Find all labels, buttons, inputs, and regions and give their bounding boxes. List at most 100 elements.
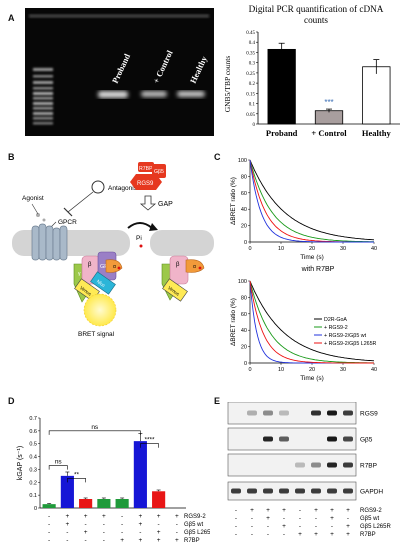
condition-sign: + [266, 515, 270, 522]
condition-sign: + [175, 537, 179, 544]
y-tick-label: 0.3 [29, 467, 37, 473]
x-tick-label: 10 [278, 246, 284, 252]
venus-label: Venus [167, 285, 181, 297]
blot-band [295, 488, 305, 494]
condition-sign: - [331, 523, 333, 530]
condition-sign: - [267, 523, 269, 530]
blot-strip [227, 453, 357, 477]
y-tick-label: 0 [253, 123, 256, 128]
condition-sign: - [235, 531, 237, 538]
significance-bracket [48, 465, 68, 470]
condition-sign: + [157, 513, 161, 520]
series-line [249, 280, 374, 364]
gap-label: GAP [158, 201, 173, 208]
blot-band [343, 436, 353, 442]
condition-sign: - [139, 529, 141, 536]
condition-label: Gβ5 wt [184, 522, 203, 528]
gpcr-receptor [31, 223, 68, 261]
kgap-bar-chart: 0 0.1 0.2 0.3 0.4 0.5 0.6 0.7 kGAP (s⁻¹) ns ** ns *… [17, 416, 210, 544]
y-tick-label: 0 [244, 240, 247, 246]
blot-band [295, 462, 305, 468]
bars-group [267, 42, 391, 125]
y-tick-label: 40 [241, 207, 247, 213]
condition-sign: + [84, 513, 88, 520]
condition-sign: + [175, 513, 179, 520]
gel-band-control [141, 91, 167, 97]
condition-label: Gβ5 wt [360, 516, 379, 522]
x-tick-label: 30 [340, 367, 346, 373]
condition-sign: + [266, 507, 270, 514]
y-tick-label: 100 [238, 279, 247, 285]
y-tick-label: 0.2 [29, 480, 37, 486]
series-line [249, 280, 374, 364]
condition-sign: + [282, 523, 286, 530]
y-tick-label: 100 [238, 158, 247, 164]
condition-sign: + [250, 507, 254, 514]
significance-bracket [67, 478, 86, 483]
bar [133, 441, 147, 508]
condition-label: RGS9-2 [184, 514, 206, 520]
condition-sign: - [235, 523, 237, 530]
chart-title: with R7BP [301, 266, 335, 273]
panel-label-b: B [8, 152, 15, 162]
condition-sign: - [85, 521, 87, 528]
condition-sign: - [315, 523, 317, 530]
y-tick-label: 0.45 [246, 31, 255, 36]
blot-band [247, 410, 257, 416]
agonist-label: Agonist [22, 195, 44, 202]
condition-sign: + [157, 529, 161, 536]
y-axis-label: ΔBRET ratio (%) [230, 177, 237, 225]
significance-label: ns [55, 459, 63, 466]
y-tick-label: 60 [241, 191, 247, 197]
condition-sign: - [176, 529, 178, 536]
condition-sign: - [267, 531, 269, 538]
significance-bracket [140, 443, 159, 448]
condition-sign: - [48, 521, 50, 528]
beta-label: β [88, 262, 92, 268]
significance-bracket [48, 430, 141, 435]
y-tick-label: 80 [241, 174, 247, 180]
blot-band [343, 410, 353, 416]
y-tick-label: 0.5 [29, 442, 37, 448]
blot-band [263, 488, 273, 494]
gel-image: Proband + Control Healthy [25, 8, 214, 136]
gel-band-healthy [177, 91, 205, 97]
condition-sign: - [299, 515, 301, 522]
condition-sign: + [65, 521, 69, 528]
condition-sign: - [299, 507, 301, 514]
x-tick-label: 0 [248, 367, 251, 373]
condition-sign: - [103, 521, 105, 528]
y-tick-label: 0.7 [29, 416, 37, 422]
blot-band [327, 436, 337, 442]
blot-band [279, 436, 289, 442]
x-tick-label: 30 [340, 246, 346, 252]
panel-label-e: E [214, 396, 221, 406]
bars-group [42, 433, 166, 508]
beta-label: β [176, 262, 180, 268]
bar [152, 491, 166, 508]
alpha-label: α [193, 264, 196, 270]
alpha-label: α [113, 264, 116, 270]
y-tick-label: 0.6 [29, 429, 37, 435]
significance-label: ** [74, 471, 80, 478]
r7bp-label: R7BP [139, 166, 153, 172]
series-line [249, 280, 375, 362]
y-tick-label: 0.1 [29, 493, 37, 499]
bar [97, 499, 111, 508]
y-tick-label: 20 [241, 345, 247, 351]
blot-band-label: RGS9 [360, 411, 378, 418]
y-tick-label: 0.3 [249, 62, 256, 67]
antagonist-label: Antagonist [108, 185, 139, 192]
g-protein-complex-right: β Venus α [161, 255, 205, 302]
y-tick-label: 0.4 [249, 41, 256, 46]
condition-sign: + [120, 537, 124, 544]
condition-sign: + [346, 523, 350, 530]
blot-band [279, 410, 289, 416]
condition-label: R7BP [360, 532, 376, 538]
condition-sign: - [48, 513, 50, 520]
y-tick-label: 0 [244, 361, 247, 367]
bret-glow [83, 293, 117, 327]
condition-sign: - [121, 529, 123, 536]
